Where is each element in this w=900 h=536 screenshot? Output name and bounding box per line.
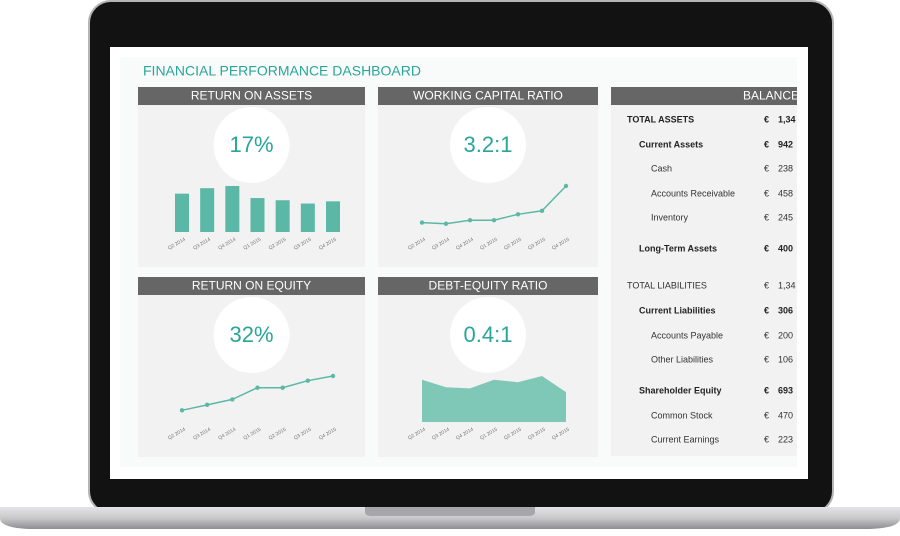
kpi-circle xyxy=(213,107,290,183)
point xyxy=(255,385,260,390)
row-label: Long-Term Assets xyxy=(639,243,717,253)
row-label: Current Liabilities xyxy=(639,305,716,315)
panel xyxy=(611,87,797,456)
row-label: Shareholder Equity xyxy=(639,385,722,395)
panel-title: WORKING CAPITAL RATIO xyxy=(413,89,563,103)
row-label: TOTAL ASSETS xyxy=(627,114,694,124)
bar xyxy=(200,188,215,232)
row-label: TOTAL LIABILITIES xyxy=(627,280,707,290)
point xyxy=(179,408,185,413)
point xyxy=(563,183,569,189)
row-label: Other Liabilities xyxy=(651,354,714,364)
row-amount: 1,34 xyxy=(778,114,796,124)
bar xyxy=(175,193,189,232)
panel-title: RETURN ON ASSETS xyxy=(191,89,312,103)
panel-header xyxy=(611,87,797,105)
kpi-value: 32% xyxy=(229,322,273,347)
kpi-value: 3.2:1 xyxy=(464,132,513,157)
row-amount: 693 xyxy=(778,385,793,395)
row-amount: 238 xyxy=(778,163,793,173)
point xyxy=(515,212,521,217)
point xyxy=(443,221,449,226)
row-amount: 200 xyxy=(778,330,793,340)
point xyxy=(230,397,235,402)
bar xyxy=(225,186,240,232)
row-amount: 223 xyxy=(778,434,793,444)
row-label: Accounts Receivable xyxy=(651,188,735,198)
row-amount: 1,34 xyxy=(778,280,796,290)
row-amount: 245 xyxy=(778,212,793,222)
kpi-circle xyxy=(213,297,290,373)
base-notch xyxy=(365,507,535,516)
row-currency: € xyxy=(764,114,769,124)
kpi-circle xyxy=(450,107,526,183)
dashboard-title: FINANCIAL PERFORMANCE DASHBOARD xyxy=(143,63,421,79)
kpi-value: 17% xyxy=(229,132,273,157)
row-currency: € xyxy=(764,385,769,395)
row-currency: € xyxy=(764,243,769,253)
row-currency: € xyxy=(764,410,769,420)
area xyxy=(422,376,566,422)
bar xyxy=(326,201,340,232)
point xyxy=(280,385,285,390)
point xyxy=(467,218,473,223)
panel-title: RETURN ON EQUITY xyxy=(192,279,311,293)
panel-title: BALANCE xyxy=(743,89,799,103)
panel-header xyxy=(138,277,365,295)
kpi-value: 0.4:1 xyxy=(464,322,513,347)
row-currency: € xyxy=(764,330,769,340)
panel-header xyxy=(378,277,598,295)
row-currency: € xyxy=(764,280,769,290)
panel-title: DEBT-EQUITY RATIO xyxy=(429,279,548,293)
row-amount: 470 xyxy=(778,410,793,420)
point xyxy=(305,378,311,383)
row-label: Inventory xyxy=(651,212,689,222)
row-amount: 400 xyxy=(778,243,793,253)
bar xyxy=(275,200,290,232)
panel-header xyxy=(378,87,598,105)
bar xyxy=(300,203,315,232)
point xyxy=(204,402,210,408)
point xyxy=(330,373,336,379)
panel-header xyxy=(138,87,365,105)
bar xyxy=(250,198,265,232)
row-currency: € xyxy=(764,434,769,444)
row-currency: € xyxy=(764,188,769,198)
row-amount: 306 xyxy=(778,305,793,315)
row-currency: € xyxy=(764,212,769,222)
row-currency: € xyxy=(764,163,769,173)
point xyxy=(491,218,497,223)
row-label: Cash xyxy=(651,163,672,173)
row-amount: 458 xyxy=(778,188,793,198)
row-label: Common Stock xyxy=(651,410,713,420)
row-currency: € xyxy=(764,139,769,149)
point xyxy=(419,220,425,225)
kpi-circle xyxy=(450,297,526,373)
row-amount: 106 xyxy=(778,354,793,364)
row-label: Current Assets xyxy=(639,139,703,149)
row-currency: € xyxy=(764,354,769,364)
row-amount: 942 xyxy=(778,139,793,149)
laptop-base xyxy=(0,507,900,529)
row-label: Accounts Payable xyxy=(651,330,723,340)
point xyxy=(539,208,545,213)
row-currency: € xyxy=(764,305,769,315)
row-label: Current Earnings xyxy=(651,434,720,444)
